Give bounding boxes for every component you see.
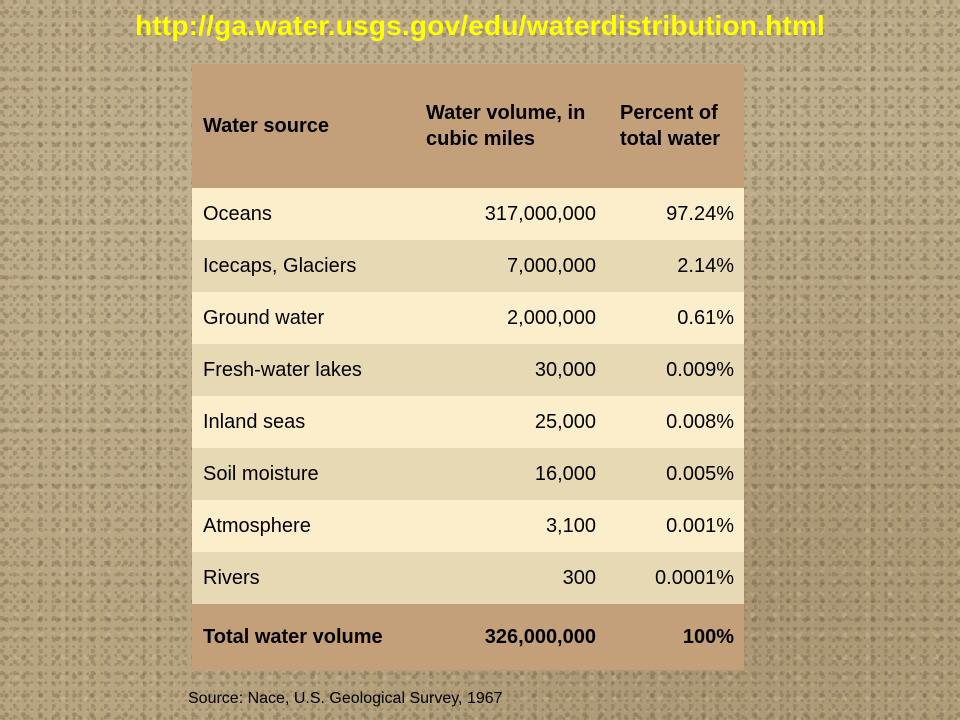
table-row: Fresh-water lakes 30,000 0.009% <box>192 344 744 396</box>
cell-water-source: Oceans <box>192 188 414 240</box>
cell-water-source: Fresh-water lakes <box>192 344 414 396</box>
cell-water-source: Soil moisture <box>192 448 414 500</box>
cell-water-volume: 3,100 <box>414 500 608 552</box>
cell-percent-total: 0.001% <box>608 500 744 552</box>
cell-water-volume: 317,000,000 <box>414 188 608 240</box>
cell-water-volume: 25,000 <box>414 396 608 448</box>
cell-percent-total: 0.0001% <box>608 552 744 604</box>
total-label: Total water volume <box>192 604 414 670</box>
cell-water-source: Inland seas <box>192 396 414 448</box>
cell-percent-total: 0.61% <box>608 292 744 344</box>
table-row: Rivers 300 0.0001% <box>192 552 744 604</box>
table-row: Soil moisture 16,000 0.005% <box>192 448 744 500</box>
table-row: Ground water 2,000,000 0.61% <box>192 292 744 344</box>
cell-water-volume: 2,000,000 <box>414 292 608 344</box>
header-percent-total: Percent of total water <box>608 64 744 188</box>
cell-percent-total: 0.009% <box>608 344 744 396</box>
table-header-row: Water source Water volume, in cubic miles… <box>192 64 744 188</box>
cell-water-source: Rivers <box>192 552 414 604</box>
cell-water-volume: 16,000 <box>414 448 608 500</box>
total-percent: 100% <box>608 604 744 670</box>
header-water-source: Water source <box>192 64 414 188</box>
source-url-title: http://ga.water.usgs.gov/edu/waterdistri… <box>134 10 826 41</box>
cell-percent-total: 2.14% <box>608 240 744 292</box>
table-row: Atmosphere 3,100 0.001% <box>192 500 744 552</box>
table-row: Oceans 317,000,000 97.24% <box>192 188 744 240</box>
water-distribution-table: Water source Water volume, in cubic miles… <box>192 64 744 670</box>
cell-water-volume: 300 <box>414 552 608 604</box>
table-row: Icecaps, Glaciers 7,000,000 2.14% <box>192 240 744 292</box>
table-row: Inland seas 25,000 0.008% <box>192 396 744 448</box>
cell-water-source: Icecaps, Glaciers <box>192 240 414 292</box>
cell-water-volume: 30,000 <box>414 344 608 396</box>
cell-percent-total: 97.24% <box>608 188 744 240</box>
source-citation: Source: Nace, U.S. Geological Survey, 19… <box>188 690 503 707</box>
cell-water-volume: 7,000,000 <box>414 240 608 292</box>
cell-percent-total: 0.005% <box>608 448 744 500</box>
total-volume: 326,000,000 <box>414 604 608 670</box>
header-water-volume: Water volume, in cubic miles <box>414 64 608 188</box>
cell-percent-total: 0.008% <box>608 396 744 448</box>
cell-water-source: Atmosphere <box>192 500 414 552</box>
total-row: Total water volume 326,000,000 100% <box>192 604 744 670</box>
cell-water-source: Ground water <box>192 292 414 344</box>
table-body: Oceans 317,000,000 97.24% Icecaps, Glaciers… <box>192 188 744 670</box>
